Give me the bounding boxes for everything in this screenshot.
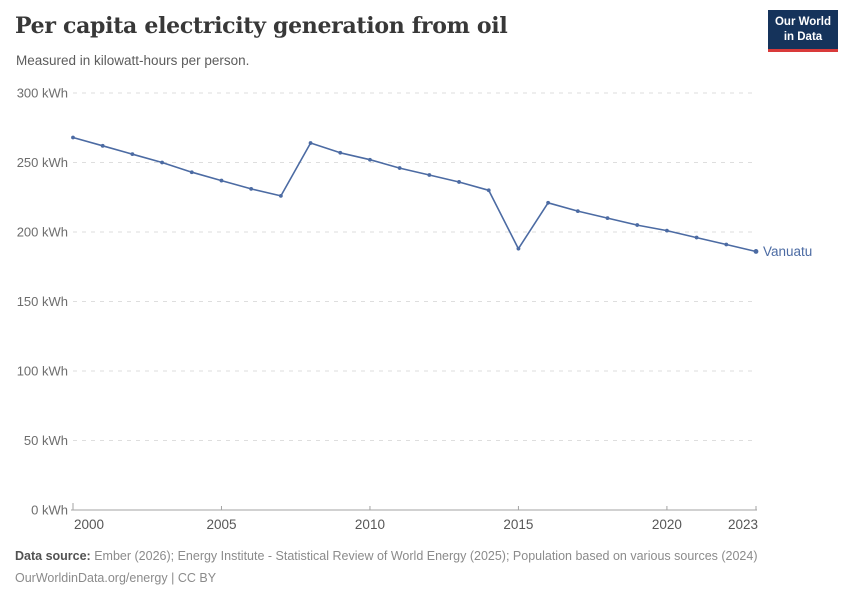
data-point[interactable] [427,173,432,177]
data-point[interactable] [605,216,610,221]
owid-url-link[interactable]: OurWorldinData.org/energy [15,571,168,586]
data-point[interactable] [694,235,699,240]
data-source-label: Data source: [15,549,91,563]
series-end-label: Vanuatu [763,244,812,259]
y-axis-label: 300 kWh [17,86,68,101]
chart-subtitle: Measured in kilowatt-hours per person. [16,53,250,68]
data-point[interactable] [130,152,135,157]
x-axis-label: 2023 [728,517,758,532]
data-point[interactable] [278,193,283,198]
data-point[interactable] [100,143,105,148]
footer-links: OurWorldinData.org/energy | CC BY [15,568,835,589]
data-point[interactable] [160,160,164,165]
x-axis-label: 2020 [652,517,682,532]
y-axis-label: 100 kWh [17,364,68,379]
cc-by-link[interactable]: CC BY [177,571,217,586]
data-point[interactable] [486,188,491,193]
x-axis-label: 2000 [74,517,104,532]
owid-logo: Our World in Data [768,10,838,52]
y-axis-label: 250 kWh [17,155,68,170]
data-point[interactable] [219,178,224,183]
data-point[interactable] [308,141,313,145]
data-point[interactable] [249,187,254,191]
data-point[interactable] [338,150,343,155]
data-point[interactable] [546,200,551,205]
data-point[interactable] [665,228,669,233]
x-axis-label: 2015 [503,517,533,532]
data-point[interactable] [189,170,194,175]
data-point[interactable] [635,223,640,227]
page-title: Per capita electricity generation from o… [15,13,508,39]
data-point[interactable] [71,135,75,140]
footer-separator: | [167,571,178,586]
data-point[interactable] [724,242,729,247]
y-axis-label: 200 kWh [17,225,68,240]
chart-footer: Data source: Ember (2026); Energy Instit… [15,546,835,590]
data-point[interactable] [397,166,402,170]
data-point[interactable] [457,180,461,184]
data-source-text: Ember (2026); Energy Institute - Statist… [90,549,758,563]
owid-logo-line1: Our World [774,16,831,28]
y-axis-label: 150 kWh [17,294,68,309]
x-axis-label: 2010 [355,517,385,532]
data-point[interactable] [516,246,521,251]
x-axis-label: 2005 [206,517,236,532]
owid-logo-line2: in Data [783,30,823,43]
y-axis-label: 0 kWh [31,503,68,518]
data-point[interactable] [368,157,372,162]
data-point[interactable] [575,209,580,214]
data-point[interactable] [753,249,759,254]
series-line-vanuatu [72,136,757,253]
y-axis-label: 50 kWh [24,433,68,448]
